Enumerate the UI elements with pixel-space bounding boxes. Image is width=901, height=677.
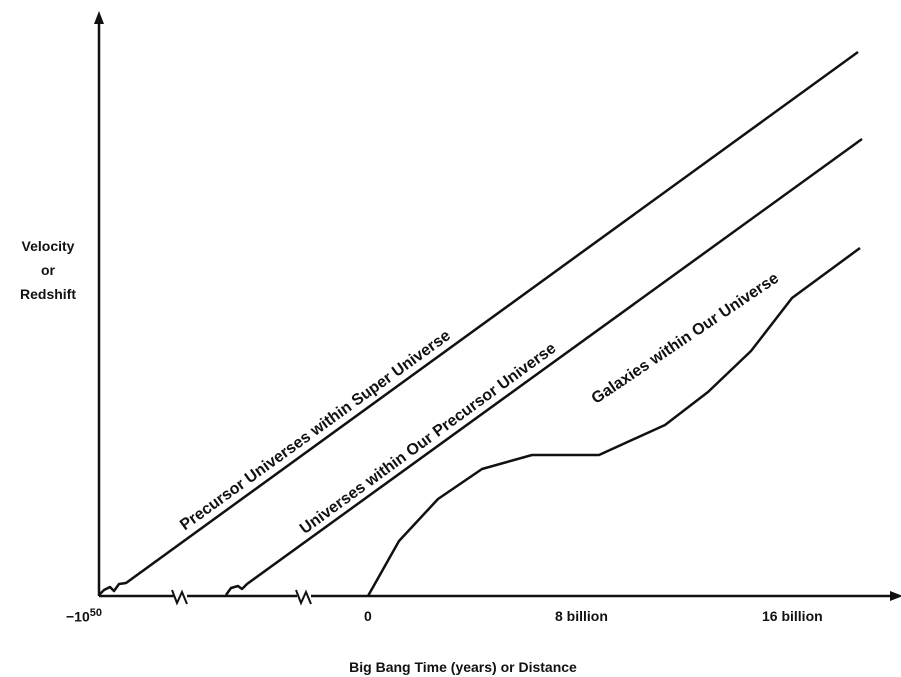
x-tick-16-billion: 16 billion [762, 608, 823, 624]
x-axis-label: Big Bang Time (years) or Distance [349, 659, 577, 675]
axis-break-mark-1 [171, 589, 188, 606]
y-axis-label-line-1: Velocity [21, 238, 75, 254]
x-tick-8-billion: 8 billion [555, 608, 608, 624]
x-axis-arrowhead [890, 591, 901, 601]
universes-curve [224, 137, 863, 596]
x-tick-neg-power: −1050 [66, 607, 102, 625]
axis-break-mark-2 [295, 589, 312, 606]
precursor-universes-label: Precursor Universes within Super Univers… [177, 327, 454, 534]
x-tick-zero: 0 [364, 608, 372, 624]
galaxies-label: Galaxies within Our Universe [589, 270, 782, 408]
galaxies-curve [366, 246, 861, 597]
y-axis-label-line-3: Redshift [20, 286, 76, 302]
precursor-universes-curve [98, 50, 859, 596]
y-axis-arrowhead [94, 11, 104, 24]
y-axis-label-line-2: or [41, 262, 55, 278]
